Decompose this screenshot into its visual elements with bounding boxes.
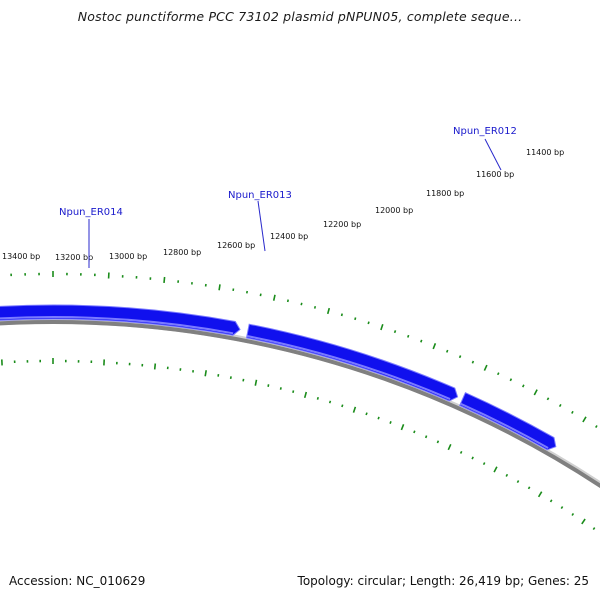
minor-tick — [516, 480, 520, 483]
minor-tick — [509, 378, 513, 382]
plasmid-backbone — [0, 320, 600, 489]
minor-tick — [521, 384, 525, 388]
minor-tick — [436, 440, 440, 444]
major-tick — [537, 491, 543, 498]
major-tick — [326, 307, 331, 315]
accession-text: Accession: NC_010629 — [9, 574, 146, 588]
minor-tick — [482, 462, 486, 466]
major-tick — [447, 443, 452, 451]
minor-tick — [328, 400, 332, 404]
bp-label: 13000 bp — [109, 252, 147, 261]
gene-highlight — [0, 315, 234, 335]
minor-tick — [527, 486, 531, 490]
minor-tick — [354, 317, 357, 321]
minor-tick — [341, 404, 344, 408]
gene-label-leader — [257, 200, 266, 252]
minor-tick — [549, 499, 553, 503]
minor-tick — [471, 456, 474, 460]
major-tick — [400, 424, 405, 431]
gene-label-npun-er014: Npun_ER014 — [59, 207, 123, 218]
bp-label: 11800 bp — [426, 189, 464, 198]
gene-arrow-npun-er012 — [459, 392, 557, 451]
gene-label-npun-er012: Npun_ER012 — [453, 126, 517, 137]
minor-tick — [367, 321, 370, 325]
major-tick — [204, 370, 207, 377]
minor-tick — [592, 527, 596, 531]
minor-tick — [558, 403, 562, 408]
bp-label: 12200 bp — [323, 220, 361, 229]
gene-highlight — [246, 335, 451, 401]
gene-highlight — [460, 402, 549, 449]
minor-tick — [459, 450, 463, 454]
minor-tick — [340, 313, 343, 317]
minor-tick — [267, 384, 270, 387]
bp-label: 13200 bp — [55, 253, 93, 262]
minor-tick — [377, 416, 380, 420]
inner-tick-ring — [1, 358, 596, 531]
gene-label-npun-er013: Npun_ER013 — [228, 190, 292, 201]
minor-tick — [365, 412, 368, 416]
major-tick — [352, 406, 357, 413]
minor-tick — [242, 378, 245, 382]
minor-tick — [496, 372, 500, 376]
minor-tick — [286, 299, 289, 303]
bp-label: 11600 bp — [476, 170, 514, 179]
minor-tick — [571, 512, 575, 516]
topology-stats-text: Topology: circular; Length: 26,419 bp; G… — [297, 574, 589, 588]
minor-tick — [413, 430, 416, 434]
major-tick — [432, 343, 437, 350]
minor-tick — [229, 376, 232, 380]
minor-tick — [505, 473, 509, 477]
gene-track — [0, 304, 557, 451]
minor-tick — [458, 355, 462, 359]
major-tick — [272, 294, 276, 301]
major-tick — [153, 363, 157, 370]
gene-label-leader — [484, 138, 502, 171]
major-tick — [380, 324, 384, 331]
bp-label: 12800 bp — [163, 248, 201, 257]
minor-tick — [393, 330, 397, 334]
minor-tick — [279, 387, 282, 390]
outer-tick-ring — [10, 271, 598, 429]
bp-label: 11400 bp — [526, 148, 564, 157]
minor-tick — [560, 506, 564, 510]
bp-label: 13400 bp — [2, 252, 40, 261]
minor-tick — [424, 435, 428, 439]
map-title: Nostoc punctiforme PCC 73102 plasmid pNP… — [77, 9, 523, 24]
bp-scale-labels: 13400 bp 13200 bp 13000 bp 12800 bp 1260… — [2, 148, 564, 262]
minor-tick — [313, 306, 317, 309]
major-tick — [254, 379, 258, 386]
major-tick — [493, 466, 498, 473]
bp-label: 12400 bp — [270, 232, 308, 241]
minor-tick — [407, 334, 410, 338]
major-tick — [163, 276, 166, 283]
minor-tick — [571, 410, 574, 414]
minor-tick — [445, 349, 449, 353]
minor-tick — [292, 390, 295, 393]
major-tick — [218, 284, 221, 291]
minor-tick — [300, 302, 303, 306]
bp-label: 12000 bp — [375, 206, 413, 215]
major-tick — [582, 416, 587, 423]
minor-tick — [471, 360, 475, 364]
minor-tick — [316, 396, 319, 400]
minor-tick — [546, 397, 550, 401]
bp-label: 12600 bp — [217, 241, 255, 250]
minor-tick — [389, 421, 392, 424]
minor-tick — [595, 425, 598, 429]
major-tick — [533, 389, 538, 396]
gene-labels: Npun_ER014 Npun_ER013 Npun_ER012 — [59, 126, 517, 268]
major-tick — [581, 518, 586, 525]
major-tick — [303, 391, 308, 399]
major-tick — [483, 364, 488, 371]
minor-tick — [420, 339, 423, 343]
minor-tick — [259, 293, 262, 297]
